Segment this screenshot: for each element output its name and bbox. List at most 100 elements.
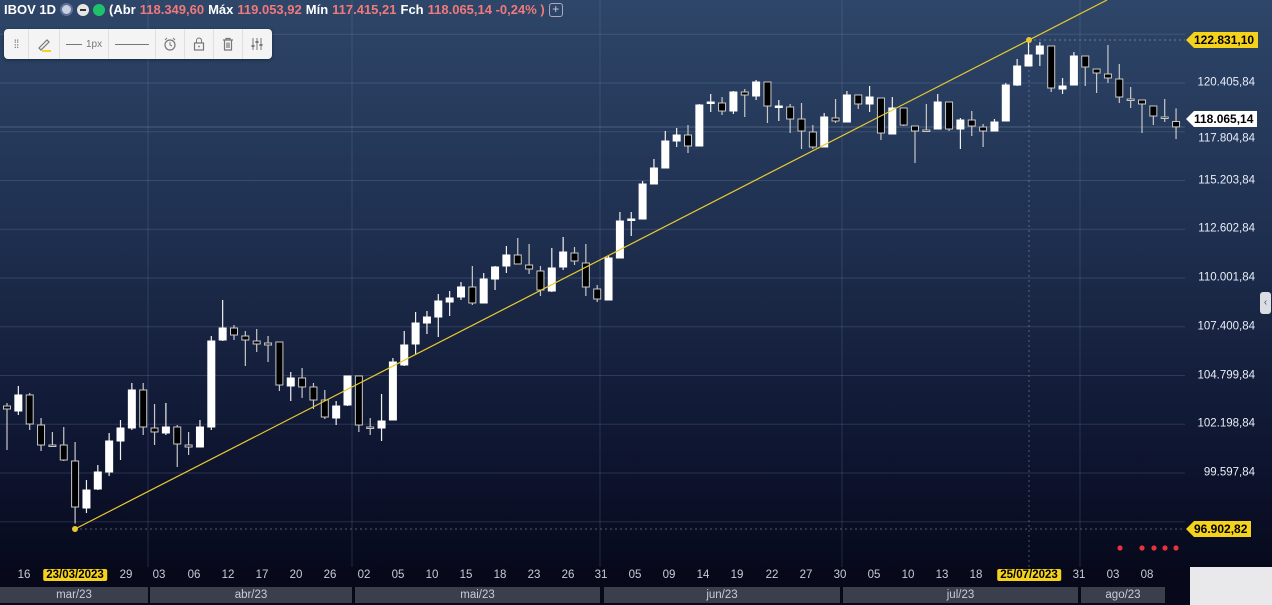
candle-down: [468, 286, 477, 304]
chart-area[interactable]: [0, 0, 1272, 567]
candle-down: [1172, 121, 1181, 128]
pencil-icon[interactable]: [29, 29, 60, 59]
candle-down: [1115, 78, 1124, 98]
candle-down: [3, 405, 11, 410]
candle-down: [252, 340, 261, 345]
trash-icon[interactable]: [214, 29, 244, 59]
candle-down: [797, 118, 806, 132]
candlestick-plot[interactable]: [0, 0, 1272, 567]
data-source-icon[interactable]: [60, 3, 74, 16]
date-axis-label: 10: [901, 569, 915, 581]
date-axis-label: 30: [833, 569, 847, 581]
candle-down: [1126, 98, 1135, 102]
candle-up: [672, 134, 681, 142]
open-label: (Abr: [109, 2, 136, 17]
last-price-tag: 118.065,14: [1186, 111, 1258, 127]
alarm-icon[interactable]: [156, 29, 186, 59]
candle-down: [684, 134, 692, 147]
line-style-icon[interactable]: [109, 29, 157, 59]
candle-up: [82, 489, 91, 509]
alert-marker: [1151, 545, 1157, 551]
date-axis-label: 15: [459, 569, 473, 581]
candle-up: [774, 105, 783, 108]
candle-down: [536, 270, 545, 291]
candle-down: [320, 399, 329, 418]
candle-up: [706, 101, 715, 105]
date-axis-label: 17: [255, 569, 269, 581]
candle-down: [275, 341, 284, 386]
candle-down: [71, 460, 80, 508]
candle-up: [933, 101, 942, 130]
drag-handle-icon[interactable]: ⁞⁞: [4, 29, 29, 59]
candle-down: [354, 375, 363, 426]
candle-up: [820, 116, 829, 148]
date-axis-label: 26: [323, 569, 337, 581]
candle-down: [525, 264, 534, 270]
month-label: jun/23: [604, 587, 840, 603]
symbol-label[interactable]: IBOV 1D: [4, 2, 57, 17]
candle-down: [808, 131, 817, 148]
price-axis-label: 104.799,84: [1197, 369, 1255, 381]
add-indicator-icon[interactable]: +: [548, 2, 563, 17]
symbol-header: IBOV 1D (Abr 118.349,60 Máx 119.053,92 M…: [4, 2, 563, 17]
candle-down: [922, 129, 931, 133]
collapse-panel-handle[interactable]: ‹: [1260, 292, 1271, 314]
candle-down: [241, 335, 250, 341]
candle-up: [615, 220, 624, 259]
axis-corner: [1190, 567, 1272, 605]
candle-down: [1103, 73, 1112, 79]
candle-up: [842, 94, 851, 123]
candle-down: [230, 327, 238, 336]
candle-up: [434, 300, 443, 318]
candle-up: [14, 394, 23, 412]
candle-up: [990, 121, 999, 132]
candle-down: [184, 444, 193, 448]
price-axis-label: 102.198,84: [1197, 417, 1255, 430]
alert-marker: [1139, 545, 1145, 551]
line-width-button[interactable]: 1px: [60, 29, 110, 59]
candle-up: [627, 218, 636, 222]
candle-down: [763, 81, 772, 107]
month-label: jul/23: [843, 587, 1078, 603]
crosshair-date-label: 23/03/2023: [43, 569, 107, 581]
date-axis-label: 23: [527, 569, 541, 581]
candle-down: [979, 126, 988, 132]
month-label: abr/23: [150, 587, 352, 603]
candle-down: [366, 426, 375, 429]
price-axis-label: 99.597,84: [1203, 466, 1255, 479]
candle-up: [1058, 85, 1067, 90]
candle-down: [967, 119, 976, 127]
lock-icon[interactable]: [185, 29, 215, 59]
candle-down: [59, 444, 68, 461]
date-axis-label: 02: [357, 569, 371, 581]
date-axis-label: 26: [561, 569, 575, 581]
candle-up: [479, 278, 488, 304]
date-axis-label: 03: [1106, 569, 1120, 581]
candle-up: [547, 267, 556, 292]
close-value: 118.065,14 -0,24% ): [427, 2, 545, 17]
candle-down: [1081, 55, 1090, 68]
candle-up: [207, 340, 216, 428]
candle-up: [445, 297, 454, 303]
candle-up: [559, 251, 568, 268]
candle-up: [661, 140, 670, 169]
date-axis-label: 22: [765, 569, 779, 581]
date-axis-label: 05: [391, 569, 405, 581]
date-axis-label: 20: [289, 569, 303, 581]
date-axis-label: 19: [730, 569, 744, 581]
candle-down: [911, 125, 919, 132]
candle-up: [218, 327, 227, 341]
candle-down: [150, 427, 159, 433]
candle-up: [695, 104, 704, 147]
month-label: mar/23: [0, 587, 148, 603]
high-price-tag: 122.831,10: [1186, 32, 1259, 48]
line-width-icon: [66, 43, 82, 45]
minimize-icon[interactable]: [77, 3, 90, 16]
line-width-label: 1px: [86, 38, 103, 50]
month-label: mai/23: [355, 587, 600, 603]
settings-sliders-icon[interactable]: [243, 29, 271, 59]
candle-up: [127, 389, 136, 429]
date-axis-label: 08: [1140, 569, 1154, 581]
candle-up: [649, 167, 658, 185]
candle-down: [1160, 116, 1169, 120]
